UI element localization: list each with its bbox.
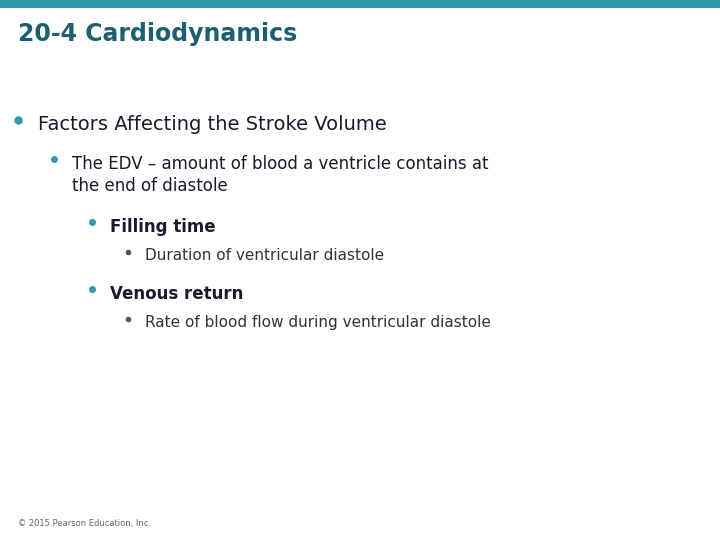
Bar [0,0,720,8]
Text: © 2015 Pearson Education, Inc.: © 2015 Pearson Education, Inc. [18,519,151,528]
Text: The EDV – amount of blood a ventricle contains at
the end of diastole: The EDV – amount of blood a ventricle co… [72,155,488,195]
Text: Filling time: Filling time [110,218,215,236]
Text: Rate of blood flow during ventricular diastole: Rate of blood flow during ventricular di… [145,315,491,330]
Text: Duration of ventricular diastole: Duration of ventricular diastole [145,248,384,263]
Text: Factors Affecting the Stroke Volume: Factors Affecting the Stroke Volume [38,115,387,134]
Text: 20-4 Cardiodynamics: 20-4 Cardiodynamics [18,22,297,46]
Text: Venous return: Venous return [110,285,243,303]
